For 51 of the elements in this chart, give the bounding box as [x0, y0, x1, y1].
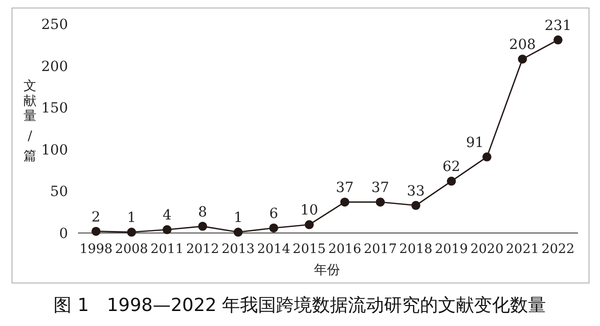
y-tick-label: 50 — [50, 184, 68, 200]
point — [304, 220, 314, 230]
data-label: 33 — [406, 183, 425, 200]
x-tick-label: 2012 — [186, 242, 220, 257]
x-tick-label: 2021 — [506, 242, 540, 257]
data-label: 8 — [198, 204, 208, 220]
text: 图 1 1998—2022 年我国跨境数据流动研究的文献变化数量 — [54, 295, 546, 316]
y-tick-label: 250 — [41, 17, 68, 33]
point — [446, 176, 456, 186]
point — [92, 226, 100, 236]
x-tick-label: 2015 — [292, 242, 326, 257]
data-label: 2 — [92, 209, 100, 226]
x-tick-label: 2011 — [150, 242, 184, 257]
x-tick-label: 2018 — [399, 242, 432, 257]
point — [340, 198, 350, 207]
x-tick-label: 2014 — [257, 242, 290, 257]
x-tick-label: 2016 — [328, 242, 362, 257]
y-tick-label: 100 — [41, 142, 68, 158]
point — [162, 225, 172, 234]
data-label: 10 — [300, 202, 318, 219]
data-label: 1 — [234, 210, 243, 226]
point — [127, 228, 136, 237]
data-label: 62 — [442, 159, 460, 176]
x-tick-label: 2022 — [541, 242, 575, 257]
point — [518, 54, 527, 64]
data-label: 6 — [269, 206, 278, 222]
y-tick-label: 0 — [59, 226, 68, 242]
y-tick-label: 200 — [41, 58, 68, 75]
data-label: 231 — [544, 18, 572, 34]
data-label: 4 — [162, 208, 172, 224]
data-label: 208 — [509, 37, 536, 54]
y-axis-title: 文献量 / 篇 — [24, 79, 36, 164]
x-tick-label: 2017 — [364, 242, 397, 257]
data-label: 1 — [127, 210, 136, 226]
data-label: 37 — [371, 180, 390, 196]
point — [411, 200, 420, 210]
data-label: 37 — [336, 180, 354, 196]
point — [376, 198, 385, 207]
point — [198, 222, 208, 231]
point — [234, 228, 243, 237]
point — [554, 35, 562, 44]
data-label: 91 — [466, 134, 484, 151]
x-tick-label: 2013 — [222, 242, 255, 257]
x-tick-label: 2019 — [434, 242, 468, 257]
y-tick-label: 150 — [41, 100, 68, 117]
point — [269, 223, 278, 232]
point — [482, 152, 492, 162]
x-tick-label: 2008 — [114, 242, 148, 257]
x-axis-title: 年份 — [314, 263, 340, 278]
x-tick-label: 2020 — [470, 242, 504, 257]
x-tick-label: 1998 — [79, 242, 113, 257]
